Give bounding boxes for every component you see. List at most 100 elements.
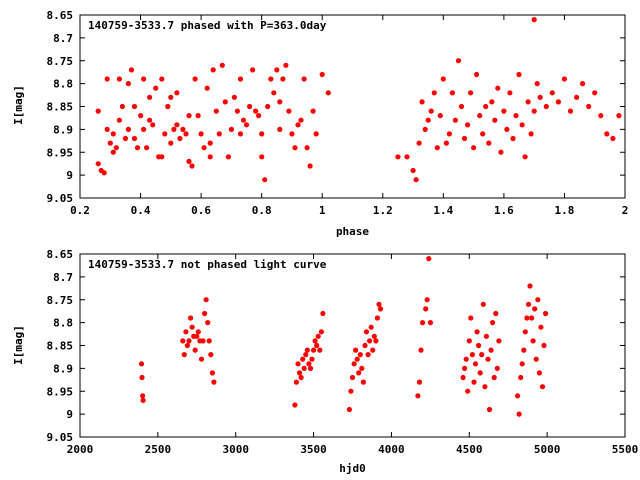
data-point	[183, 131, 189, 137]
data-point	[525, 301, 532, 307]
data-point	[534, 81, 540, 87]
data-point	[449, 90, 455, 96]
data-point	[186, 338, 192, 344]
data-point	[598, 113, 604, 119]
data-point	[325, 90, 331, 96]
data-point	[539, 384, 546, 390]
data-point	[610, 135, 616, 142]
data-point	[177, 135, 183, 142]
data-point	[458, 103, 465, 110]
data-point	[460, 374, 466, 381]
y-tick-label: 8.9	[53, 123, 73, 136]
data-point	[307, 163, 313, 169]
data-point	[524, 315, 530, 321]
data-point	[513, 113, 519, 119]
data-point	[530, 338, 536, 344]
data-point	[122, 135, 128, 142]
data-point	[277, 126, 283, 132]
data-point	[304, 347, 310, 353]
data-point	[138, 361, 145, 367]
plot-frame	[79, 14, 626, 199]
x-tick-label: 1.6	[494, 204, 514, 217]
data-point	[107, 140, 113, 146]
data-point	[141, 126, 147, 132]
data-point	[219, 62, 225, 68]
data-point	[493, 310, 499, 317]
data-point	[206, 338, 212, 344]
data-point	[202, 310, 208, 317]
data-point	[527, 283, 533, 289]
data-point	[174, 122, 180, 128]
data-point	[410, 167, 416, 174]
data-point	[144, 145, 150, 151]
y-tick-label: 9.05	[47, 431, 74, 444]
data-point	[437, 113, 443, 119]
data-point	[213, 108, 219, 114]
data-point	[277, 99, 283, 105]
data-point	[538, 324, 544, 330]
data-point	[95, 108, 101, 114]
data-point	[304, 145, 310, 151]
data-point	[446, 131, 452, 137]
data-point	[293, 379, 299, 385]
data-point	[168, 140, 174, 146]
data-point	[422, 126, 428, 132]
data-point	[533, 356, 539, 362]
y-tick-label: 8.95	[47, 146, 74, 159]
data-point	[365, 352, 371, 358]
data-point	[543, 310, 549, 317]
data-point	[349, 374, 356, 381]
x-tick-label: 1	[319, 204, 326, 217]
data-point	[495, 85, 501, 91]
data-point	[537, 94, 543, 100]
data-point	[501, 108, 507, 114]
data-point	[404, 154, 410, 160]
data-point	[528, 131, 534, 137]
data-point	[298, 374, 304, 381]
data-point	[348, 388, 354, 394]
phased-light-curve-chart: 0.2 0.4 0.6 0.8 1 1.2 1.4 1.6 1.8 2 8.65 8.7 8.75 8.8…	[12, 9, 628, 238]
data-point	[131, 103, 138, 110]
data-point	[253, 108, 259, 114]
data-point	[428, 108, 434, 114]
data-point	[490, 320, 496, 326]
data-point	[413, 177, 419, 183]
data-point	[492, 117, 498, 123]
data-point	[189, 324, 195, 330]
y-tick-label: 8.75	[47, 55, 74, 68]
data-point	[465, 122, 471, 128]
data-point	[141, 76, 147, 82]
data-point	[207, 140, 213, 146]
data-point	[125, 81, 131, 87]
data-point	[536, 370, 543, 376]
data-point	[423, 306, 429, 312]
data-point	[374, 315, 380, 321]
data-point	[485, 356, 491, 362]
data-point	[522, 329, 528, 335]
data-point	[171, 126, 177, 132]
data-point	[138, 113, 144, 119]
data-point	[531, 17, 537, 23]
data-point	[476, 342, 482, 349]
data-point	[425, 117, 431, 123]
data-point	[491, 374, 497, 381]
data-point	[311, 347, 317, 353]
data-point	[543, 103, 549, 110]
data-point	[247, 103, 253, 110]
data-point	[181, 352, 187, 358]
data-point	[140, 397, 146, 403]
data-point	[101, 170, 107, 176]
data-point	[434, 145, 440, 151]
data-point	[150, 122, 156, 128]
data-point	[561, 76, 568, 82]
data-point	[455, 58, 462, 64]
data-point	[443, 140, 449, 146]
y-tick-label: 8.75	[47, 294, 74, 307]
data-point	[262, 177, 268, 183]
data-point	[541, 342, 547, 349]
data-point	[204, 85, 210, 91]
data-point	[496, 338, 502, 344]
data-point	[440, 76, 446, 82]
data-point	[128, 67, 135, 73]
